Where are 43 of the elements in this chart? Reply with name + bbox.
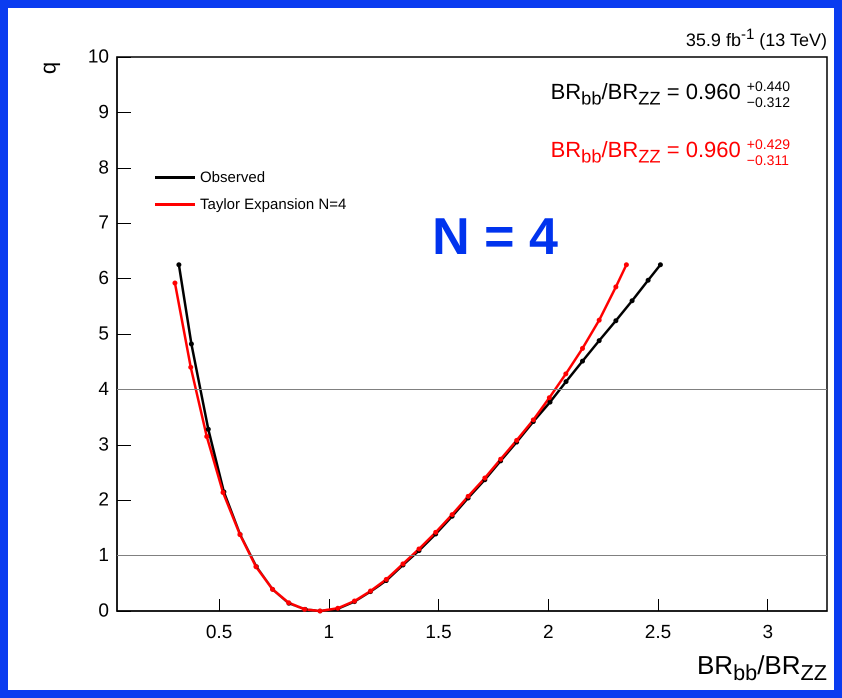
point (548, 400, 553, 405)
point (580, 346, 586, 351)
point (596, 318, 602, 323)
x-tick-label: 3 (762, 622, 774, 643)
x-tick-label: 0.5 (206, 622, 232, 643)
legend-label: Taylor Expansion N=4 (200, 196, 346, 213)
point (204, 434, 210, 439)
y-tick-label: 10 (88, 46, 109, 68)
point (580, 358, 586, 364)
point (188, 364, 194, 370)
point (172, 280, 178, 286)
x-tick-label: 1.5 (425, 622, 452, 643)
point (646, 278, 651, 283)
point (658, 262, 663, 268)
point (188, 341, 194, 346)
text: 35.9 fb$^{-1}$ (13 TeV) (686, 26, 827, 51)
x-axis-title: BR$_{bb}$/BR$_{ZZ}$ (696, 650, 827, 686)
point (206, 426, 211, 432)
point (630, 298, 635, 304)
y-tick-label: 0 (98, 600, 109, 622)
y-tick-label: 1 (98, 545, 109, 566)
point (596, 338, 602, 344)
annotation: N = 4 (432, 208, 558, 266)
y-tick-label: 2 (98, 490, 109, 511)
x-tick-label: 2 (542, 622, 554, 643)
y-tick-label: 6 (98, 268, 109, 290)
y-tick-label: 8 (98, 157, 109, 178)
point (546, 395, 552, 400)
point (563, 371, 568, 376)
y-tick-label: 5 (98, 324, 109, 344)
point (613, 284, 618, 290)
y-tick-label: 4 (98, 378, 110, 400)
legend-label: Observed (200, 169, 266, 186)
y-tick-label: 3 (98, 434, 109, 456)
y-tick-label: 7 (98, 212, 109, 234)
point (564, 379, 569, 384)
point (624, 262, 629, 268)
y-tick-label: 9 (98, 102, 109, 123)
point (613, 318, 618, 324)
x-tick-label: 1 (324, 622, 334, 643)
y-axis-title: q (36, 62, 60, 74)
x-tick-label: 2.5 (644, 622, 672, 643)
point (176, 262, 182, 268)
